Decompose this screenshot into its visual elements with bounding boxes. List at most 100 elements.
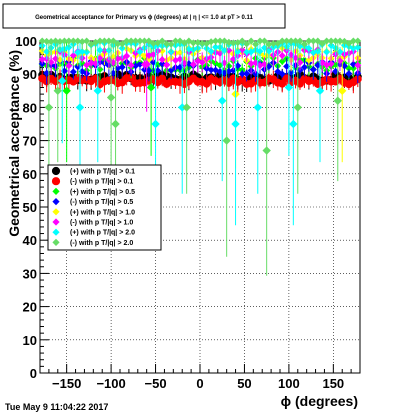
y-tick-label: 90 <box>23 67 37 82</box>
legend-marker <box>52 187 60 195</box>
data-point <box>333 96 342 105</box>
data-point <box>287 37 295 45</box>
data-point <box>140 37 148 45</box>
data-point <box>327 37 335 45</box>
data-point <box>229 39 237 47</box>
data-point <box>75 103 85 112</box>
data-point <box>167 40 175 48</box>
data-point <box>300 63 308 71</box>
data-point <box>284 83 294 92</box>
data-point <box>74 37 82 45</box>
legend-box <box>47 164 162 251</box>
data-point <box>216 37 224 45</box>
data-point <box>53 86 62 95</box>
data-point <box>38 55 46 63</box>
data-point <box>278 79 287 88</box>
data-point <box>231 119 240 129</box>
data-point <box>127 61 135 69</box>
data-point <box>238 37 246 45</box>
legend-marker <box>52 238 60 246</box>
data-point <box>278 70 286 78</box>
data-point <box>136 48 144 56</box>
data-point <box>289 119 298 129</box>
y-tick-label: 60 <box>23 167 37 182</box>
data-point <box>78 38 86 46</box>
y-tick-label: 100 <box>15 34 37 49</box>
title-box <box>2 3 286 29</box>
data-point <box>349 37 357 45</box>
legend-marker <box>52 198 60 206</box>
x-tick-label: 150 <box>322 376 344 391</box>
y-tick-label: 10 <box>23 333 37 348</box>
legend-entry: (+) with p T/|q| > 2.0 <box>70 230 135 237</box>
data-point <box>44 103 54 112</box>
x-tick-label: 100 <box>278 376 300 391</box>
legend-entry: (+) with p T/|q| > 0.5 <box>70 189 135 196</box>
data-point <box>111 119 120 129</box>
legend-entry: (-) with p T/|q| > 2.0 <box>70 240 133 247</box>
data-point <box>238 70 246 78</box>
data-point <box>354 43 362 51</box>
legend-marker <box>52 228 60 236</box>
data-point <box>323 37 331 45</box>
data-point <box>178 103 187 112</box>
legend: (+) with p T/|q| > 0.1 (-) with p T/|q| >… <box>47 164 162 251</box>
data-point <box>207 66 215 74</box>
data-point <box>247 48 255 56</box>
data-point <box>100 37 108 45</box>
legend-marker <box>52 208 60 216</box>
data-point <box>163 40 171 48</box>
y-tick-label: 0 <box>30 366 37 381</box>
data-point <box>194 39 202 47</box>
data-point <box>189 60 197 68</box>
chart-title: Geometrical acceptance for Primary vs ϕ … <box>35 15 253 21</box>
data-point <box>149 39 157 47</box>
y-tick-label: 70 <box>23 134 37 149</box>
data-point <box>305 56 313 64</box>
data-point <box>189 39 197 47</box>
y-tick-label: 80 <box>23 100 37 115</box>
data-point <box>315 86 325 95</box>
data-point <box>172 37 180 45</box>
data-point <box>106 93 116 102</box>
timestamp: Tue May 9 11:04:22 2017 <box>5 402 108 412</box>
data-point <box>274 39 282 47</box>
data-point <box>338 86 347 95</box>
data-point <box>83 37 91 45</box>
data-point <box>345 70 353 78</box>
data-point <box>349 64 357 72</box>
y-tick-label: 50 <box>23 200 37 215</box>
data-point <box>278 52 286 60</box>
data-point <box>253 103 262 112</box>
data-point <box>300 40 308 48</box>
data-point <box>69 68 77 76</box>
data-point <box>136 37 144 45</box>
legend-marker <box>51 177 61 186</box>
data-point <box>212 37 220 45</box>
data-point <box>305 44 313 52</box>
data-point <box>58 76 67 86</box>
data-point <box>354 37 362 45</box>
data-point <box>65 62 73 70</box>
data-point <box>207 38 215 46</box>
data-point <box>256 37 264 45</box>
data-point <box>327 60 335 68</box>
data-point <box>243 70 251 78</box>
data-point <box>247 37 255 45</box>
x-tick-label: 0 <box>196 376 203 391</box>
legend-entry: (+) with p T/|q| > 1.0 <box>70 209 135 216</box>
data-point <box>309 66 317 74</box>
legend-entry: (+) with p T/|q| > 0.1 <box>70 169 135 176</box>
data-point <box>243 40 251 48</box>
data-point <box>163 61 171 69</box>
data-point <box>218 96 227 105</box>
data-point <box>158 60 166 68</box>
data-point <box>182 103 191 112</box>
y-tick-label: 40 <box>23 233 37 248</box>
data-point <box>278 57 286 65</box>
x-axis: −150 −100 −50 0 50 100 150 <box>39 364 361 391</box>
data-point <box>93 86 102 95</box>
legend-entry: (-) with p T/|q| > 1.0 <box>70 220 133 227</box>
data-point <box>354 61 362 69</box>
